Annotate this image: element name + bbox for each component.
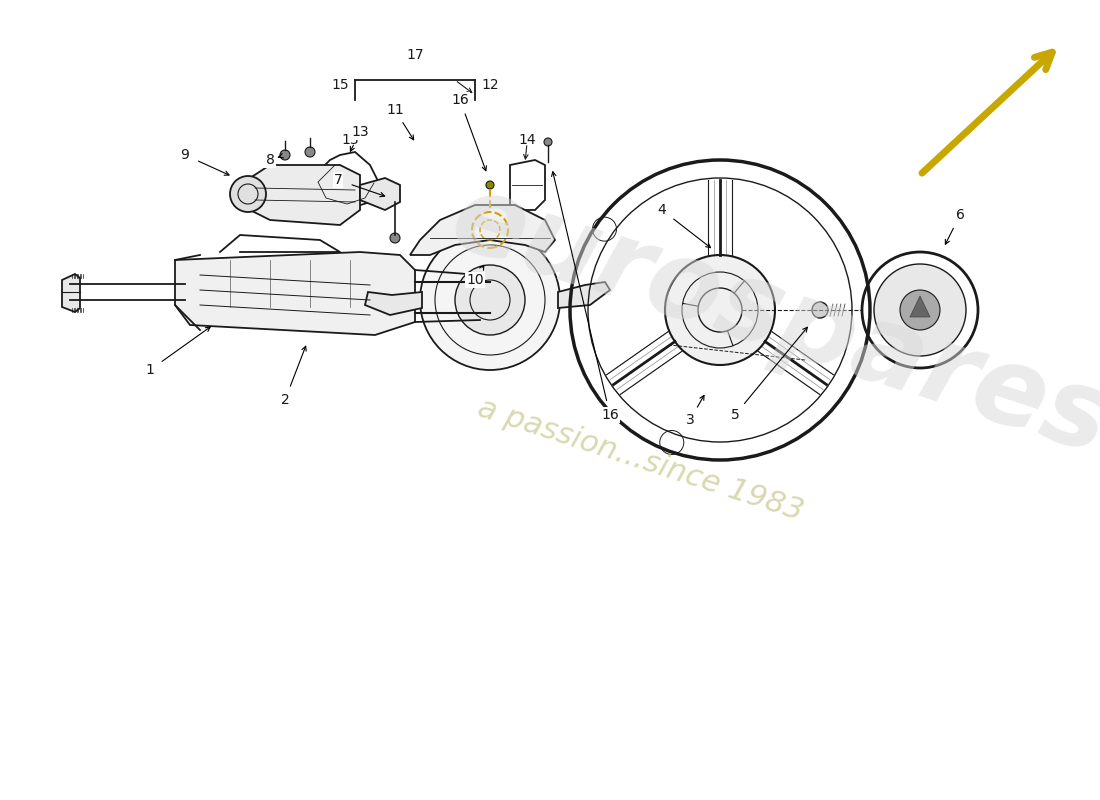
Text: 2: 2: [280, 393, 289, 407]
Circle shape: [812, 302, 828, 318]
Text: 15: 15: [331, 78, 349, 92]
Text: 16: 16: [451, 93, 469, 107]
Text: 13: 13: [341, 133, 359, 147]
Circle shape: [455, 265, 525, 335]
Text: 6: 6: [956, 208, 965, 222]
Text: 13: 13: [351, 125, 369, 139]
Circle shape: [230, 176, 266, 212]
Text: 2: 2: [280, 393, 289, 407]
Text: 13: 13: [351, 125, 369, 139]
Text: 7: 7: [333, 173, 342, 187]
Text: 12: 12: [481, 78, 498, 92]
Circle shape: [420, 230, 560, 370]
Polygon shape: [910, 296, 930, 317]
Text: 11: 11: [386, 103, 404, 117]
Text: 5: 5: [730, 408, 739, 422]
Text: 8: 8: [265, 153, 274, 167]
Text: 16: 16: [601, 408, 619, 422]
Text: 6: 6: [956, 208, 965, 222]
Circle shape: [305, 147, 315, 157]
Text: 16: 16: [601, 408, 619, 422]
Text: 9: 9: [180, 148, 189, 162]
Text: 5: 5: [730, 408, 739, 422]
Text: 8: 8: [265, 153, 274, 167]
Circle shape: [390, 233, 400, 243]
Circle shape: [280, 150, 290, 160]
Text: 4: 4: [658, 203, 667, 217]
Polygon shape: [62, 274, 80, 312]
Circle shape: [544, 138, 552, 146]
Circle shape: [666, 255, 776, 365]
Circle shape: [486, 181, 494, 189]
Polygon shape: [558, 282, 611, 308]
Text: 3: 3: [685, 413, 694, 427]
Text: 10: 10: [466, 273, 484, 287]
Polygon shape: [365, 292, 422, 315]
Text: 17: 17: [406, 48, 424, 62]
Text: 11: 11: [386, 103, 404, 117]
Polygon shape: [175, 252, 415, 335]
Text: 4: 4: [658, 203, 667, 217]
Circle shape: [900, 290, 940, 330]
Circle shape: [874, 264, 966, 356]
Text: 9: 9: [180, 148, 189, 162]
Text: 1: 1: [145, 363, 154, 377]
Polygon shape: [410, 205, 556, 255]
Polygon shape: [360, 178, 400, 210]
Text: 3: 3: [685, 413, 694, 427]
Polygon shape: [250, 165, 360, 225]
Text: 7: 7: [333, 173, 342, 187]
Text: a passion...since 1983: a passion...since 1983: [473, 394, 806, 526]
Text: 16: 16: [451, 93, 469, 107]
Text: 1: 1: [145, 363, 154, 377]
Text: 10: 10: [466, 273, 484, 287]
Text: eurospares: eurospares: [438, 164, 1100, 476]
Text: 14: 14: [518, 133, 536, 147]
